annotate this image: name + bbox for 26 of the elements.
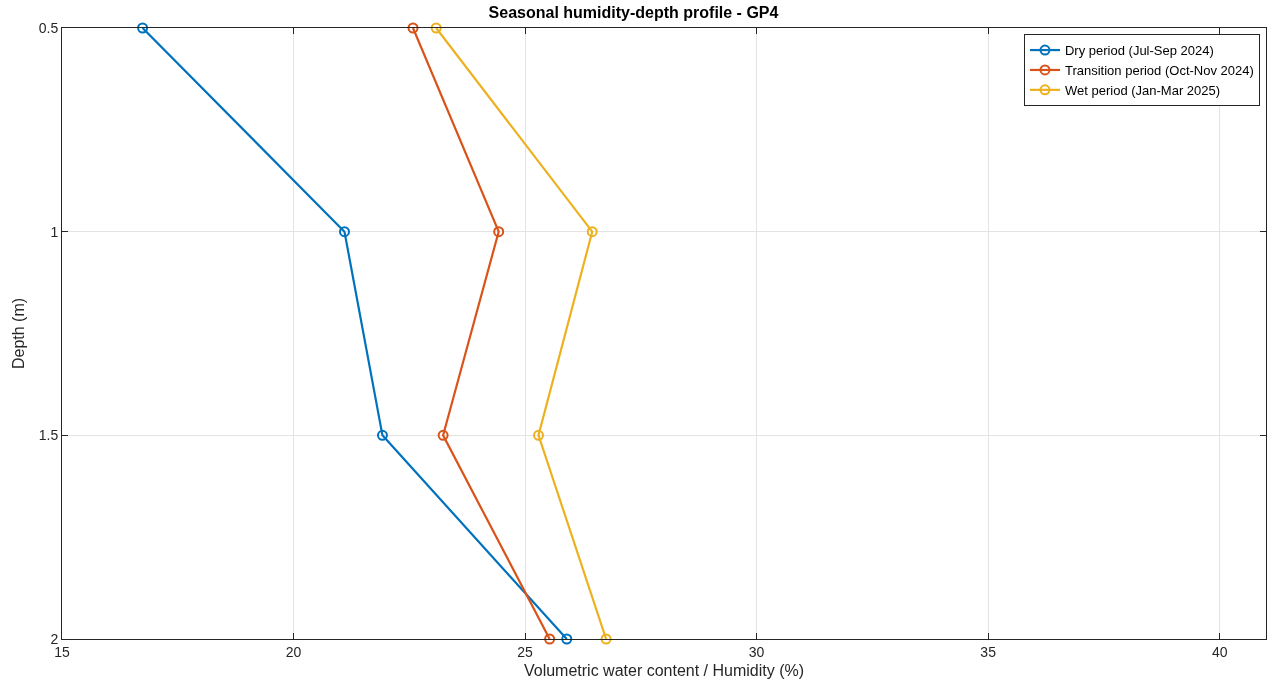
legend-label: Transition period (Oct-Nov 2024) [1064, 63, 1254, 79]
x-tick-label: 35 [980, 643, 997, 660]
legend-label: Dry period (Jul-Sep 2024) [1064, 43, 1214, 59]
point [137, 22, 149, 34]
point [561, 633, 573, 645]
point [407, 22, 419, 34]
y-axis-title: Depth (m) [9, 297, 27, 370]
x-tick-label: 25 [517, 643, 534, 660]
point [600, 633, 612, 645]
x-tick-label: 30 [748, 643, 765, 660]
point [586, 226, 598, 238]
point [544, 633, 556, 645]
x-tick-label: 40 [1211, 643, 1228, 660]
point [493, 226, 505, 238]
point [430, 22, 442, 34]
point [376, 429, 388, 441]
y-tick-label: 1 [50, 223, 59, 240]
point [533, 429, 545, 441]
point [437, 429, 449, 441]
x-axis-title: Volumetric water content / Humidity (%) [523, 662, 805, 680]
point [338, 226, 350, 238]
chart-title: Seasonal humidity-depth profile - GP4 [488, 4, 779, 22]
y-tick-label: 1.5 [38, 427, 59, 444]
legend-label: Wet period (Jan-Mar 2025) [1064, 82, 1221, 98]
x-tick-label: 20 [285, 643, 302, 660]
y-tick-label: 0.5 [38, 19, 59, 36]
